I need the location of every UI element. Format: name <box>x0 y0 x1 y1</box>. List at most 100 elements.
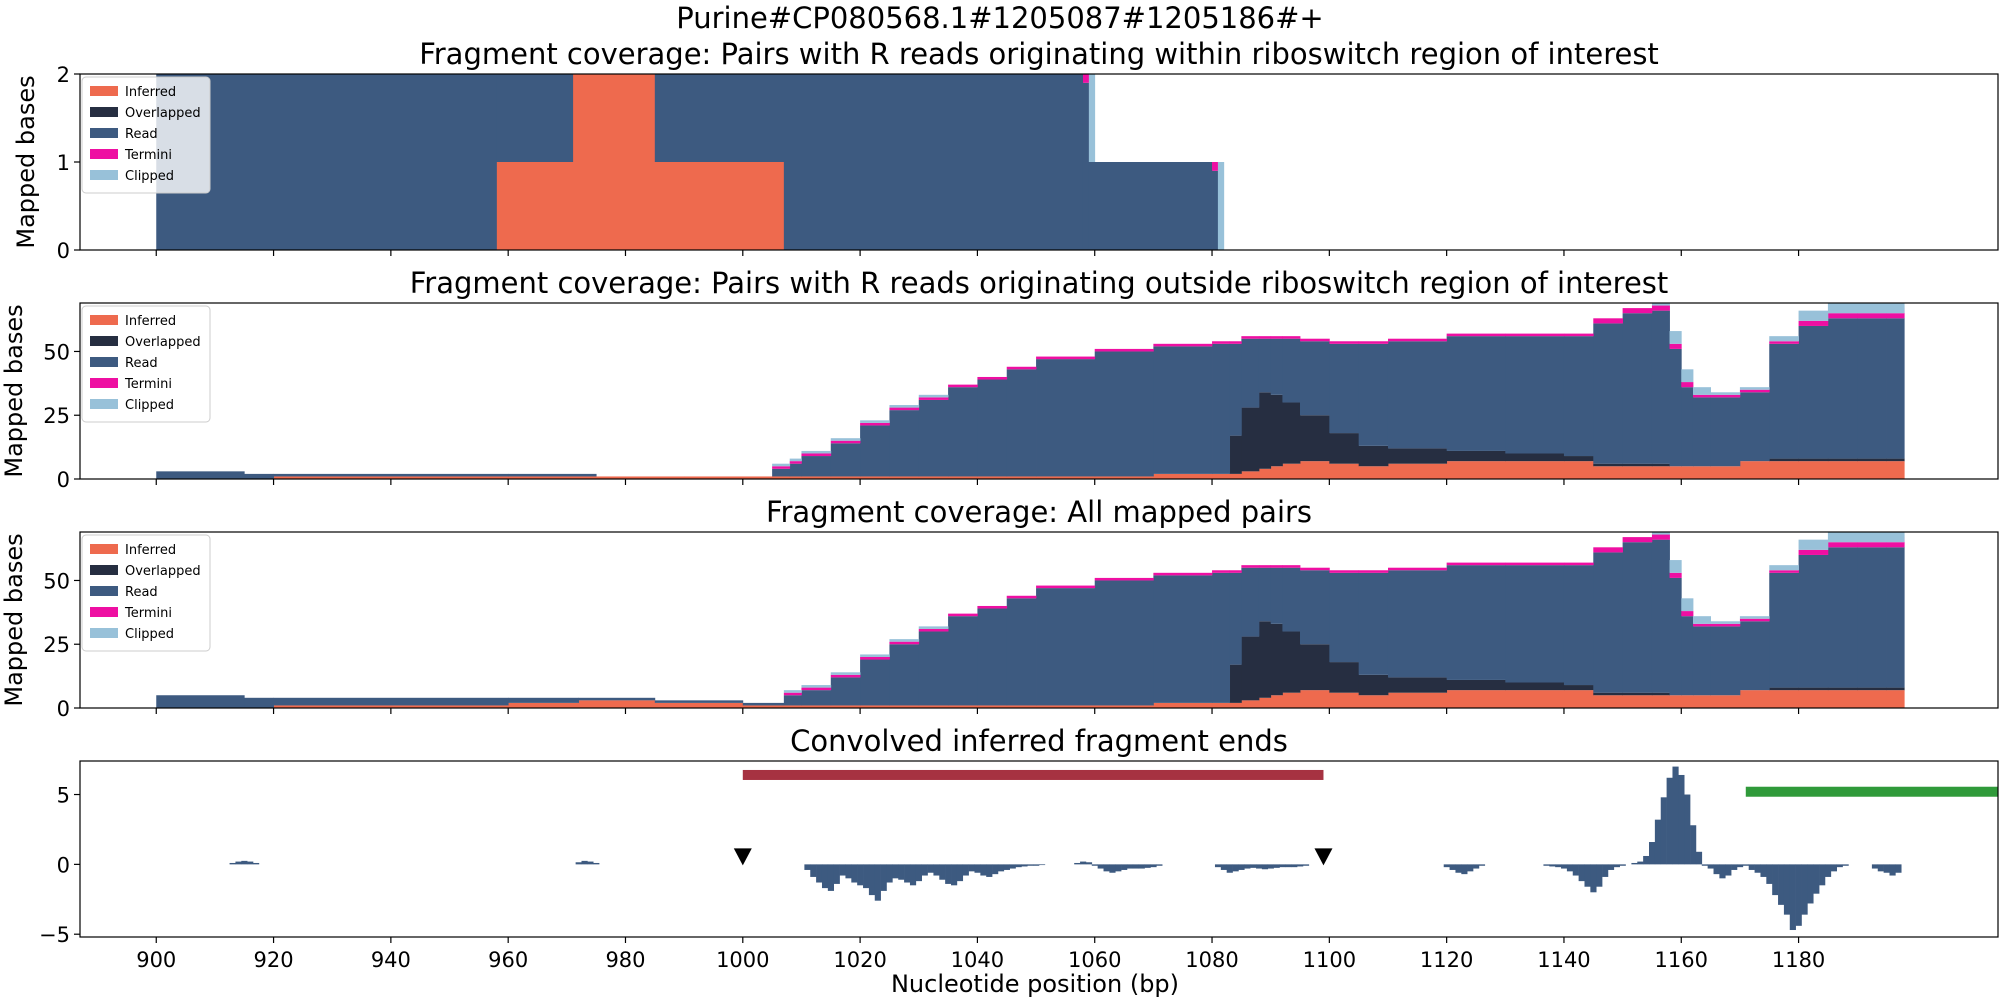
segment-overlapped <box>1241 407 1260 472</box>
segment-inferred <box>1886 690 1905 708</box>
bar <box>1701 864 1708 866</box>
segment-read <box>273 697 509 706</box>
segment-termini <box>1739 618 1770 622</box>
segment-inferred <box>1036 476 1096 479</box>
segment-read <box>1563 336 1594 457</box>
segment-clipped <box>1857 303 1887 314</box>
panel-2-y-label: Mapped bases <box>0 304 28 477</box>
x-tick-label: 980 <box>605 948 645 972</box>
segment-read <box>1300 570 1330 645</box>
segment-read <box>1827 318 1858 459</box>
bar <box>1273 864 1280 868</box>
segment-termini <box>1446 562 1506 566</box>
bar <box>1244 864 1251 869</box>
x-axis-label: Nucleotide position (bp) <box>891 970 1179 998</box>
segment-inferred <box>273 705 509 708</box>
segment-termini <box>1282 565 1301 568</box>
segment-overlapped <box>1827 687 1858 691</box>
segment-clipped <box>1217 162 1225 250</box>
segment-inferred <box>1282 692 1301 708</box>
bar <box>951 864 958 886</box>
segment-inferred <box>801 705 832 708</box>
segment-clipped <box>1088 74 1096 162</box>
segment-inferred <box>1358 466 1389 479</box>
segment-clipped <box>918 626 949 629</box>
segment-clipped <box>1669 560 1682 573</box>
segment-termini <box>889 407 920 411</box>
segment-inferred <box>977 476 1008 479</box>
bar <box>1789 864 1796 931</box>
segment-termini <box>1710 394 1741 398</box>
bar <box>1613 864 1620 868</box>
y-tick-label: 25 <box>43 404 70 428</box>
bar <box>1607 864 1615 870</box>
legend-label-clipped: Clipped <box>125 627 174 642</box>
bar <box>892 864 899 879</box>
bar <box>939 864 946 880</box>
bar <box>1091 864 1098 866</box>
legend: Inferred Overlapped Read Termini Clipped <box>81 305 211 423</box>
legend-swatch-overlapped <box>90 565 118 575</box>
bar <box>1555 864 1562 868</box>
bar <box>1027 864 1034 866</box>
segment-overlapped <box>1505 453 1565 462</box>
legend-label-overlapped: Overlapped <box>125 335 201 350</box>
segment-termini <box>1739 389 1770 393</box>
segment-read <box>1563 565 1594 686</box>
segment-read <box>1258 338 1272 393</box>
bar <box>1602 864 1609 877</box>
x-tick-label: 900 <box>136 948 176 972</box>
bar <box>1684 794 1691 865</box>
segment-read <box>1036 588 1096 706</box>
segment-read <box>1692 397 1711 467</box>
segment-inferred <box>1387 692 1448 708</box>
bar <box>915 864 922 882</box>
bar <box>593 862 600 865</box>
bar <box>1889 864 1896 876</box>
segment-termini <box>1563 333 1594 337</box>
segment-termini <box>1593 318 1624 324</box>
segment-clipped <box>1798 310 1829 321</box>
bar <box>581 860 588 865</box>
figure-suptitle: Purine#CP080568.1#1205087#1205186#+ <box>676 1 1323 35</box>
segment-clipped <box>1651 532 1670 535</box>
bar <box>1654 819 1662 865</box>
segment-overlapped <box>1886 458 1905 462</box>
segment-overlapped <box>1769 458 1799 462</box>
segment-inferred <box>1229 702 1242 708</box>
legend-label-overlapped: Overlapped <box>125 564 201 579</box>
segment-inferred <box>1094 705 1154 708</box>
segment-overlapped <box>1282 631 1301 693</box>
segment-read <box>1094 162 1213 250</box>
segment-read <box>1739 392 1770 462</box>
bar <box>1660 797 1667 865</box>
segment-inferred <box>1710 695 1741 708</box>
segment-inferred <box>1153 702 1213 708</box>
segment-termini <box>1769 570 1799 573</box>
segment-overlapped <box>1827 458 1858 462</box>
segment-overlapped <box>1358 674 1389 696</box>
y-tick-label: −5 <box>39 923 70 947</box>
segment-termini <box>830 674 861 678</box>
legend-label-inferred: Inferred <box>125 314 176 329</box>
y-tick-label: 1 <box>57 151 70 175</box>
legend-frame <box>81 76 211 194</box>
segment-termini <box>1082 74 1090 83</box>
segment-termini <box>860 422 890 426</box>
segment-termini <box>1505 333 1565 337</box>
bar <box>857 864 864 886</box>
panel-4: Convolved inferred fragment ends −5 0 5 900 9… <box>39 724 1999 972</box>
segment-clipped <box>783 690 802 693</box>
bar <box>968 864 975 872</box>
segment-read <box>742 702 785 706</box>
legend-frame <box>81 305 211 423</box>
segment-inferred <box>1300 690 1330 708</box>
panel-2-plot-area <box>156 303 1905 479</box>
segment-read <box>1270 567 1283 624</box>
segment-overlapped <box>1446 679 1506 691</box>
segment-overlapped <box>1769 687 1799 691</box>
segment-termini <box>1094 577 1154 581</box>
bar <box>1009 864 1016 869</box>
segment-inferred <box>1827 690 1858 708</box>
bar <box>1807 864 1814 904</box>
